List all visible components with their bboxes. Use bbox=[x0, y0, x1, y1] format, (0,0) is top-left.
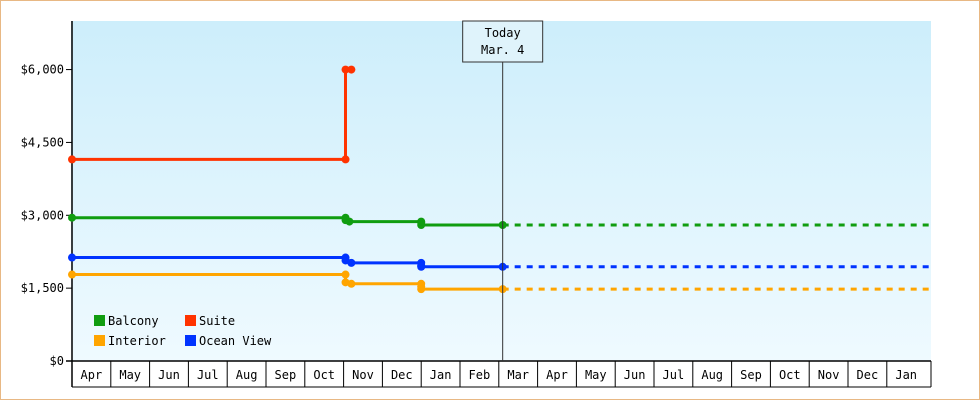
legend-label-balcony: Balcony bbox=[108, 314, 159, 328]
x-tick-label: Sep bbox=[275, 368, 297, 382]
legend-label-interior: Interior bbox=[108, 334, 166, 348]
data-point-suite bbox=[68, 155, 76, 164]
data-point-ocean-view bbox=[417, 262, 426, 271]
today-label: Today bbox=[485, 26, 521, 40]
y-tick-label: $1,500 bbox=[21, 281, 64, 295]
legend-swatch-suite bbox=[185, 315, 196, 326]
x-tick-label: Apr bbox=[81, 368, 103, 382]
data-point-suite bbox=[347, 65, 356, 74]
legend-label-suite: Suite bbox=[199, 314, 235, 328]
x-tick-label: Aug bbox=[701, 368, 723, 382]
x-tick-label: Oct bbox=[779, 368, 801, 382]
y-tick-label: $0 bbox=[50, 354, 64, 368]
y-tick-label: $6,000 bbox=[21, 63, 64, 77]
x-tick-label: Mar bbox=[507, 368, 529, 382]
x-tick-label: Nov bbox=[818, 368, 840, 382]
today-date: Mar. 4 bbox=[481, 43, 524, 57]
x-tick-label: Jul bbox=[197, 368, 219, 382]
data-point-suite bbox=[341, 155, 350, 164]
data-point-balcony bbox=[68, 213, 76, 222]
x-tick-label: Jan bbox=[430, 368, 452, 382]
legend-swatch-ocean-view bbox=[185, 335, 196, 346]
data-point-interior bbox=[347, 279, 356, 288]
x-tick-label: Sep bbox=[740, 368, 762, 382]
x-tick-label: Jul bbox=[663, 368, 685, 382]
data-point-interior bbox=[341, 270, 350, 279]
x-tick-label: May bbox=[585, 368, 607, 382]
data-point-interior bbox=[68, 270, 76, 279]
data-point-suite bbox=[341, 65, 350, 74]
x-tick-label: Jan bbox=[895, 368, 917, 382]
data-point-balcony bbox=[345, 217, 354, 226]
data-point-balcony bbox=[417, 221, 426, 229]
x-tick-label: Oct bbox=[313, 368, 335, 382]
x-tick-label: Aug bbox=[236, 368, 258, 382]
x-tick-label: May bbox=[119, 368, 141, 382]
x-tick-label: Jun bbox=[158, 368, 180, 382]
data-point-ocean-view bbox=[68, 253, 76, 262]
y-tick-label: $3,000 bbox=[21, 208, 64, 222]
legend-swatch-interior bbox=[94, 335, 105, 346]
x-tick-label: Nov bbox=[352, 368, 374, 382]
x-tick-label: Feb bbox=[469, 368, 491, 382]
plot-background bbox=[71, 21, 931, 361]
legend-label-ocean-view: Ocean View bbox=[199, 334, 272, 348]
y-tick-label: $4,500 bbox=[21, 135, 64, 149]
x-tick-label: Dec bbox=[391, 368, 413, 382]
x-tick-label: Jun bbox=[624, 368, 646, 382]
today-callout bbox=[462, 20, 544, 63]
x-tick-label: Apr bbox=[546, 368, 568, 382]
x-tick-label: Dec bbox=[857, 368, 879, 382]
data-point-interior bbox=[417, 285, 426, 294]
legend-swatch-balcony bbox=[94, 315, 105, 326]
data-point-ocean-view bbox=[347, 258, 356, 267]
